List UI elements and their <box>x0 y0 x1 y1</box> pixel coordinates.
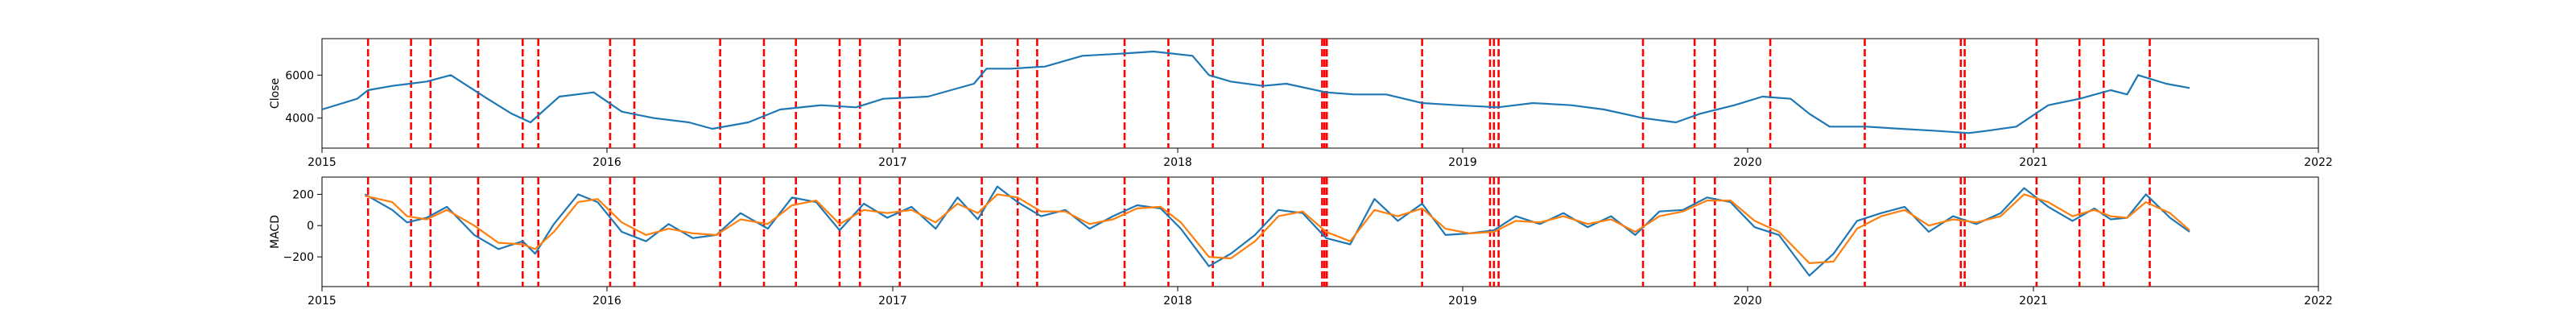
close-y-axis: 4000 6000 <box>285 69 322 126</box>
x-tick-label: 2016 <box>592 156 621 169</box>
y-tick-label: 4000 <box>285 113 314 126</box>
macd-y-axis: −200 0 200 <box>283 188 322 264</box>
x-tick-label: 2019 <box>1448 295 1477 308</box>
close-y-axis-label: Close <box>269 78 282 109</box>
signal-line <box>365 193 2190 264</box>
x-tick-label: 2016 <box>592 295 621 308</box>
x-tick-label: 2021 <box>2019 156 2048 169</box>
macd-x-axis: 2015 2016 2017 2018 2019 2020 2021 2022 <box>308 287 2333 308</box>
x-tick-label: 2018 <box>1163 156 1192 169</box>
macd-plot-frame <box>321 176 2319 287</box>
macd-line <box>364 185 2190 277</box>
x-tick-label: 2015 <box>308 295 336 308</box>
macd-event-lines <box>366 177 2151 287</box>
macd-y-axis-label: MACD <box>269 215 282 249</box>
x-tick-label: 2022 <box>2304 156 2333 169</box>
close-line <box>321 50 2190 134</box>
close-x-axis: 2015 2016 2017 2018 2019 2020 2021 2022 <box>308 148 2333 169</box>
x-tick-label: 2022 <box>2304 295 2333 308</box>
x-tick-label: 2021 <box>2019 295 2048 308</box>
x-tick-label: 2017 <box>878 295 907 308</box>
x-tick-label: 2020 <box>1733 156 1762 169</box>
close-series <box>321 50 2190 134</box>
y-tick-label: 200 <box>292 188 314 201</box>
x-tick-label: 2019 <box>1448 156 1477 169</box>
x-tick-label: 2017 <box>878 156 907 169</box>
close-plot-frame <box>321 38 2319 149</box>
macd-series <box>364 185 2190 277</box>
y-tick-label: −200 <box>283 251 314 264</box>
y-tick-label: 6000 <box>285 69 314 82</box>
macd-panel: −200 0 200 2015 2016 2017 2018 2019 2020 2021 202… <box>269 176 2333 308</box>
x-tick-label: 2020 <box>1733 295 1762 308</box>
x-tick-label: 2018 <box>1163 295 1192 308</box>
x-tick-label: 2015 <box>308 156 336 169</box>
y-tick-label: 0 <box>307 220 314 233</box>
close-price-panel: 4000 6000 2015 2016 2017 2018 2019 2020 2021 202… <box>269 38 2333 169</box>
close-event-lines <box>366 39 2151 148</box>
